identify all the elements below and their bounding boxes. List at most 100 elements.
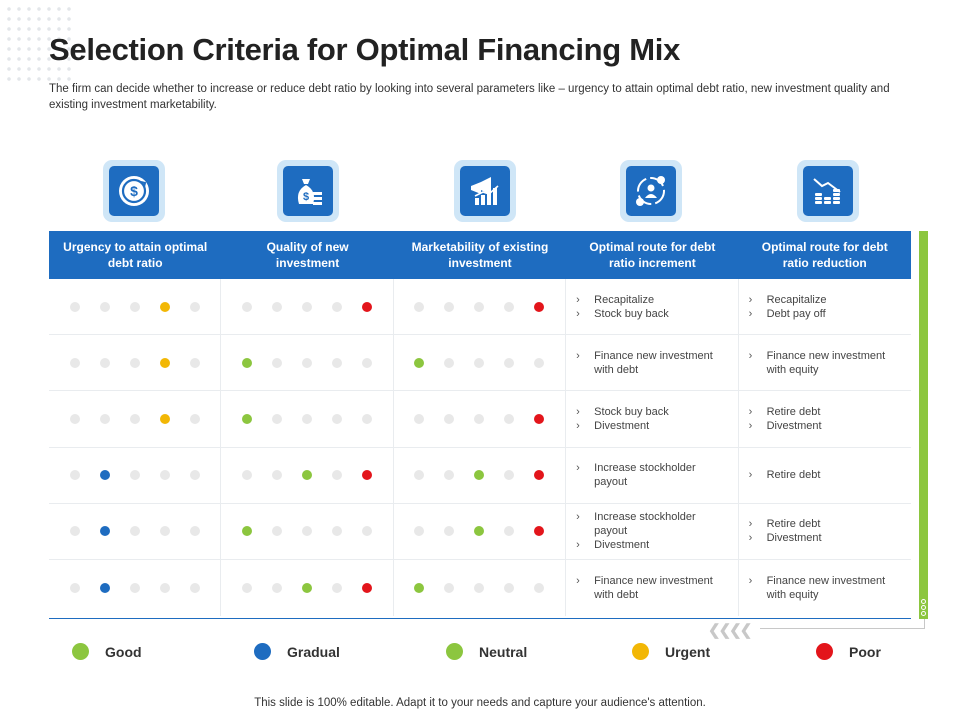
route-text: Recapitalize: [766, 293, 827, 306]
increment-route-cell: › Finance new investment with debt: [566, 559, 739, 617]
route-item: › Divestment: [749, 419, 892, 433]
criteria-table: Urgency to attain optimal debt ratio Qua…: [49, 231, 911, 617]
neutral-rating-dot: [302, 470, 313, 481]
inactive-rating-dot: [332, 301, 343, 312]
gradual-rating-dot: [99, 526, 110, 537]
inactive-rating-dot: [129, 470, 140, 481]
quality-rating-cell: [221, 447, 394, 503]
table-bottom-rule: [49, 618, 911, 619]
marketability-rating-cell: [394, 447, 567, 503]
inactive-rating-dot: [69, 357, 80, 368]
inactive-rating-dot: [129, 583, 140, 594]
inactive-rating-dot: [444, 526, 455, 537]
legend-dot-gradual: [254, 643, 271, 660]
route-item: › Divestment: [576, 538, 719, 552]
inactive-rating-dot: [444, 583, 455, 594]
chevron-right-icon: ›: [748, 349, 753, 362]
marketability-rating-cell: [394, 559, 567, 617]
marketability-rating-cell: [394, 335, 567, 391]
quality-rating-cell: [221, 559, 394, 617]
good-rating-dot: [242, 413, 253, 424]
route-item: › Divestment: [749, 531, 892, 545]
poor-rating-dot: [362, 470, 373, 481]
inactive-rating-dot: [302, 357, 313, 368]
legend-item-good: Good: [72, 643, 142, 660]
inactive-rating-dot: [69, 583, 80, 594]
chevron-right-icon: ›: [576, 405, 580, 418]
inactive-rating-dot: [189, 357, 200, 368]
header-quality: Quality of new investment: [266, 240, 349, 270]
megaphone-growth-icon: [471, 177, 499, 205]
header-urgency: Urgency to attain optimal debt ratio: [63, 240, 208, 270]
inactive-rating-dot: [129, 526, 140, 537]
header-reduction-route: Optimal route for debt ratio reduction: [761, 240, 888, 270]
route-item: › Stock buy back: [576, 405, 719, 419]
inactive-rating-dot: [474, 301, 485, 312]
finance-cycle-icon-tile: [620, 160, 682, 222]
coins-chart-icon: [813, 178, 841, 204]
gradual-rating-dot: [99, 583, 110, 594]
route-item: › Retire debt: [749, 405, 892, 419]
inactive-rating-dot: [534, 583, 545, 594]
good-rating-dot: [414, 583, 425, 594]
money-cycle-icon-tile: $: [103, 160, 165, 222]
table-row: › Stock buy back › Divestment › Retire debt › D…: [49, 391, 911, 448]
header-increment-route: Optimal route for debt ratio increment: [589, 240, 716, 270]
inactive-rating-dot: [444, 301, 455, 312]
route-text: Debt pay off: [766, 307, 826, 320]
inactive-rating-dot: [362, 357, 373, 368]
inactive-rating-dot: [69, 413, 80, 424]
reduction-route-cell: › Finance new investment with equity: [739, 560, 911, 616]
table-header: Urgency to attain optimal debt ratio Qua…: [49, 231, 911, 279]
inactive-rating-dot: [242, 301, 253, 312]
good-rating-dot: [242, 357, 253, 368]
accent-dot: [921, 605, 926, 610]
route-item: › Increase stockholder payout: [576, 510, 719, 538]
inactive-rating-dot: [129, 357, 140, 368]
marketability-rating-cell: [394, 503, 567, 559]
inactive-rating-dot: [272, 413, 283, 424]
route-text: Retire debt: [766, 405, 821, 418]
page-title: Selection Criteria for Optimal Financing…: [49, 32, 681, 67]
poor-rating-dot: [534, 470, 545, 481]
route-text: Retire debt: [766, 518, 821, 531]
inactive-rating-dot: [189, 583, 200, 594]
route-text: Finance new investment with debt: [594, 349, 713, 376]
money-cycle-icon: $: [119, 176, 149, 206]
inactive-rating-dot: [474, 357, 485, 368]
inactive-rating-dot: [444, 413, 455, 424]
legend-dot-urgent: [632, 643, 649, 660]
route-text: Finance new investment with equity: [766, 575, 886, 602]
inactive-rating-dot: [272, 470, 283, 481]
urgency-rating-cell: [49, 391, 222, 447]
route-text: Divestment: [766, 419, 822, 432]
inactive-rating-dot: [474, 583, 485, 594]
table-body: › Recapitalize › Stock buy back › Recapitaliz…: [49, 279, 911, 617]
reduction-route-cell: › Retire debt › Divestment: [739, 504, 911, 559]
inactive-rating-dot: [272, 357, 283, 368]
inactive-rating-dot: [414, 526, 425, 537]
money-bag-icon: $: [297, 179, 322, 205]
legend-label: Good: [105, 643, 142, 660]
route-text: Divestment: [766, 532, 822, 545]
route-text: Divestment: [594, 539, 650, 552]
route-item: › Finance new investment with equity: [749, 574, 892, 602]
chevron-right-icon: ›: [748, 419, 753, 432]
reduction-route-cell: › Retire debt: [739, 448, 911, 503]
quality-rating-cell: [221, 503, 394, 559]
chevron-right-icon: ›: [748, 532, 753, 545]
route-text: Finance new investment with equity: [766, 349, 886, 376]
inactive-rating-dot: [444, 357, 455, 368]
urgency-rating-cell: [49, 335, 222, 391]
table-row: › Recapitalize › Stock buy back › Recapitaliz…: [49, 279, 911, 336]
inactive-rating-dot: [362, 413, 373, 424]
inactive-rating-dot: [444, 470, 455, 481]
inactive-rating-dot: [189, 526, 200, 537]
inactive-rating-dot: [159, 526, 170, 537]
inactive-rating-dot: [189, 301, 200, 312]
reduction-route-cell: › Recapitalize › Debt pay off: [739, 279, 911, 334]
chevron-right-icon: ›: [748, 469, 753, 482]
reduction-route-cell: › Finance new investment with equity: [739, 335, 911, 390]
marketability-rating-cell: [394, 279, 567, 335]
chevron-right-icon: ›: [576, 419, 580, 432]
